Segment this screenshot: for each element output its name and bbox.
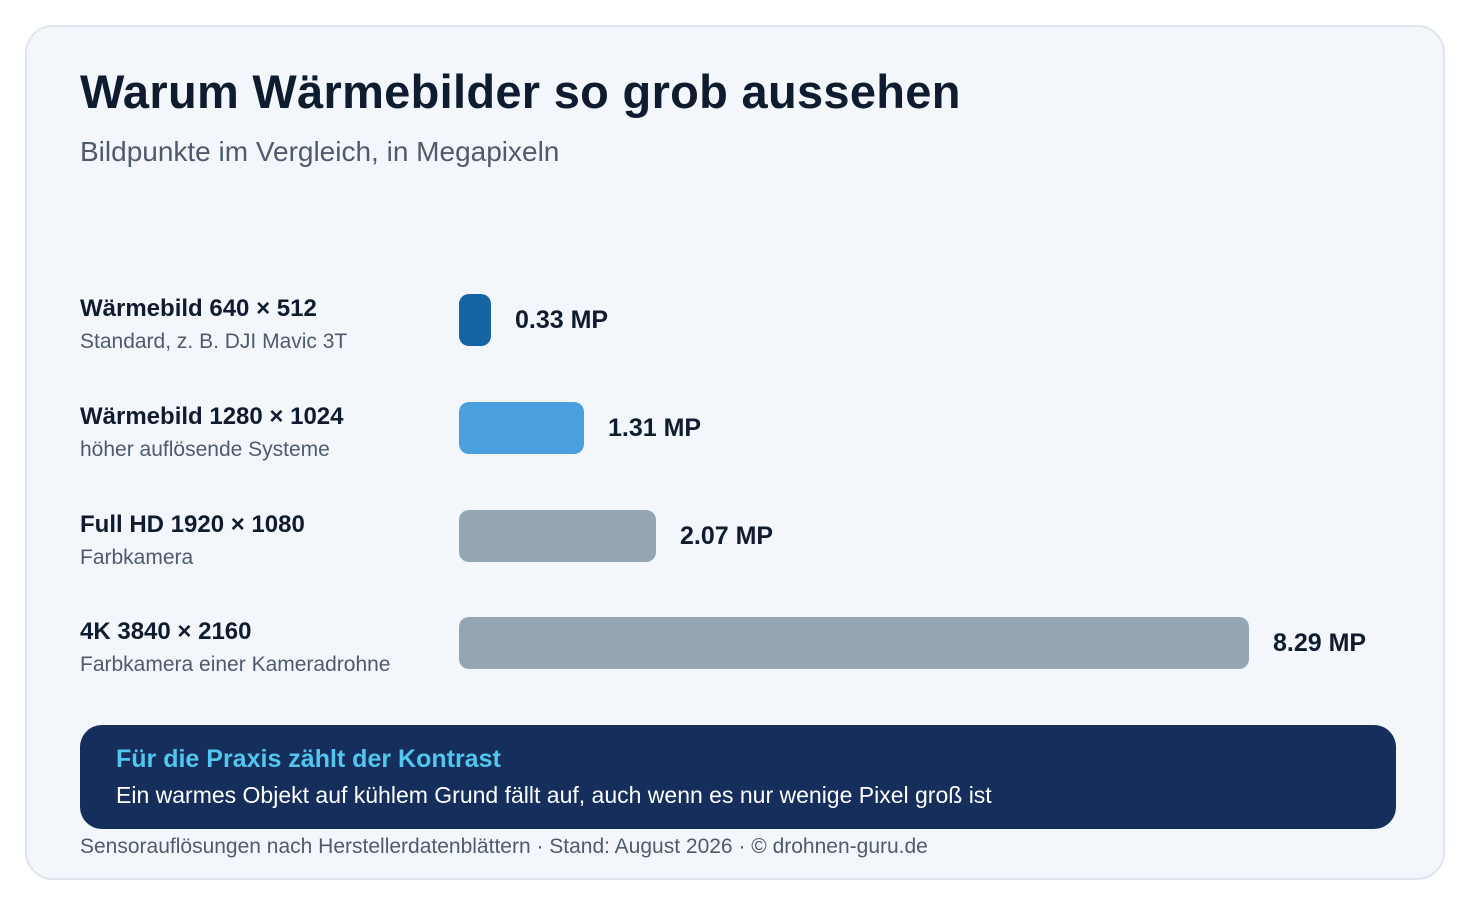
chart-title: Warum Wärmebilder so grob aussehen bbox=[80, 65, 961, 118]
bar-sublabel: Farbkamera bbox=[80, 546, 194, 569]
bar bbox=[459, 510, 656, 562]
bar-sublabel: höher auflösende Systeme bbox=[80, 438, 330, 461]
bar-label: Wärmebild 640 × 512 bbox=[80, 295, 317, 322]
bar-value-label: 2.07 MP bbox=[680, 522, 774, 550]
chart-card: Warum Wärmebilder so grob aussehen Bildp… bbox=[25, 25, 1445, 880]
bar-value-label: 0.33 MP bbox=[515, 306, 609, 334]
bar-label: Full HD 1920 × 1080 bbox=[80, 511, 305, 538]
bar-label: Wärmebild 1280 × 1024 bbox=[80, 403, 344, 430]
chart-subtitle: Bildpunkte im Vergleich, in Megapixeln bbox=[80, 136, 560, 167]
bar-sublabel: Standard, z. B. DJI Mavic 3T bbox=[80, 330, 348, 353]
bar bbox=[459, 402, 584, 454]
bar bbox=[459, 617, 1249, 669]
bar bbox=[459, 294, 491, 346]
bar-label: 4K 3840 × 2160 bbox=[80, 618, 252, 645]
footer-source: Sensorauflösungen nach Herstellerdatenbl… bbox=[80, 835, 928, 858]
callout-box: Für die Praxis zählt der Kontrast Ein wa… bbox=[80, 725, 1396, 829]
callout-title: Für die Praxis zählt der Kontrast bbox=[116, 745, 501, 773]
bar-sublabel: Farbkamera einer Kameradrohne bbox=[80, 653, 391, 676]
bar-value-label: 1.31 MP bbox=[608, 414, 702, 442]
callout-text: Ein warmes Objekt auf kühlem Grund fällt… bbox=[116, 782, 992, 808]
bar-value-label: 8.29 MP bbox=[1273, 629, 1367, 657]
